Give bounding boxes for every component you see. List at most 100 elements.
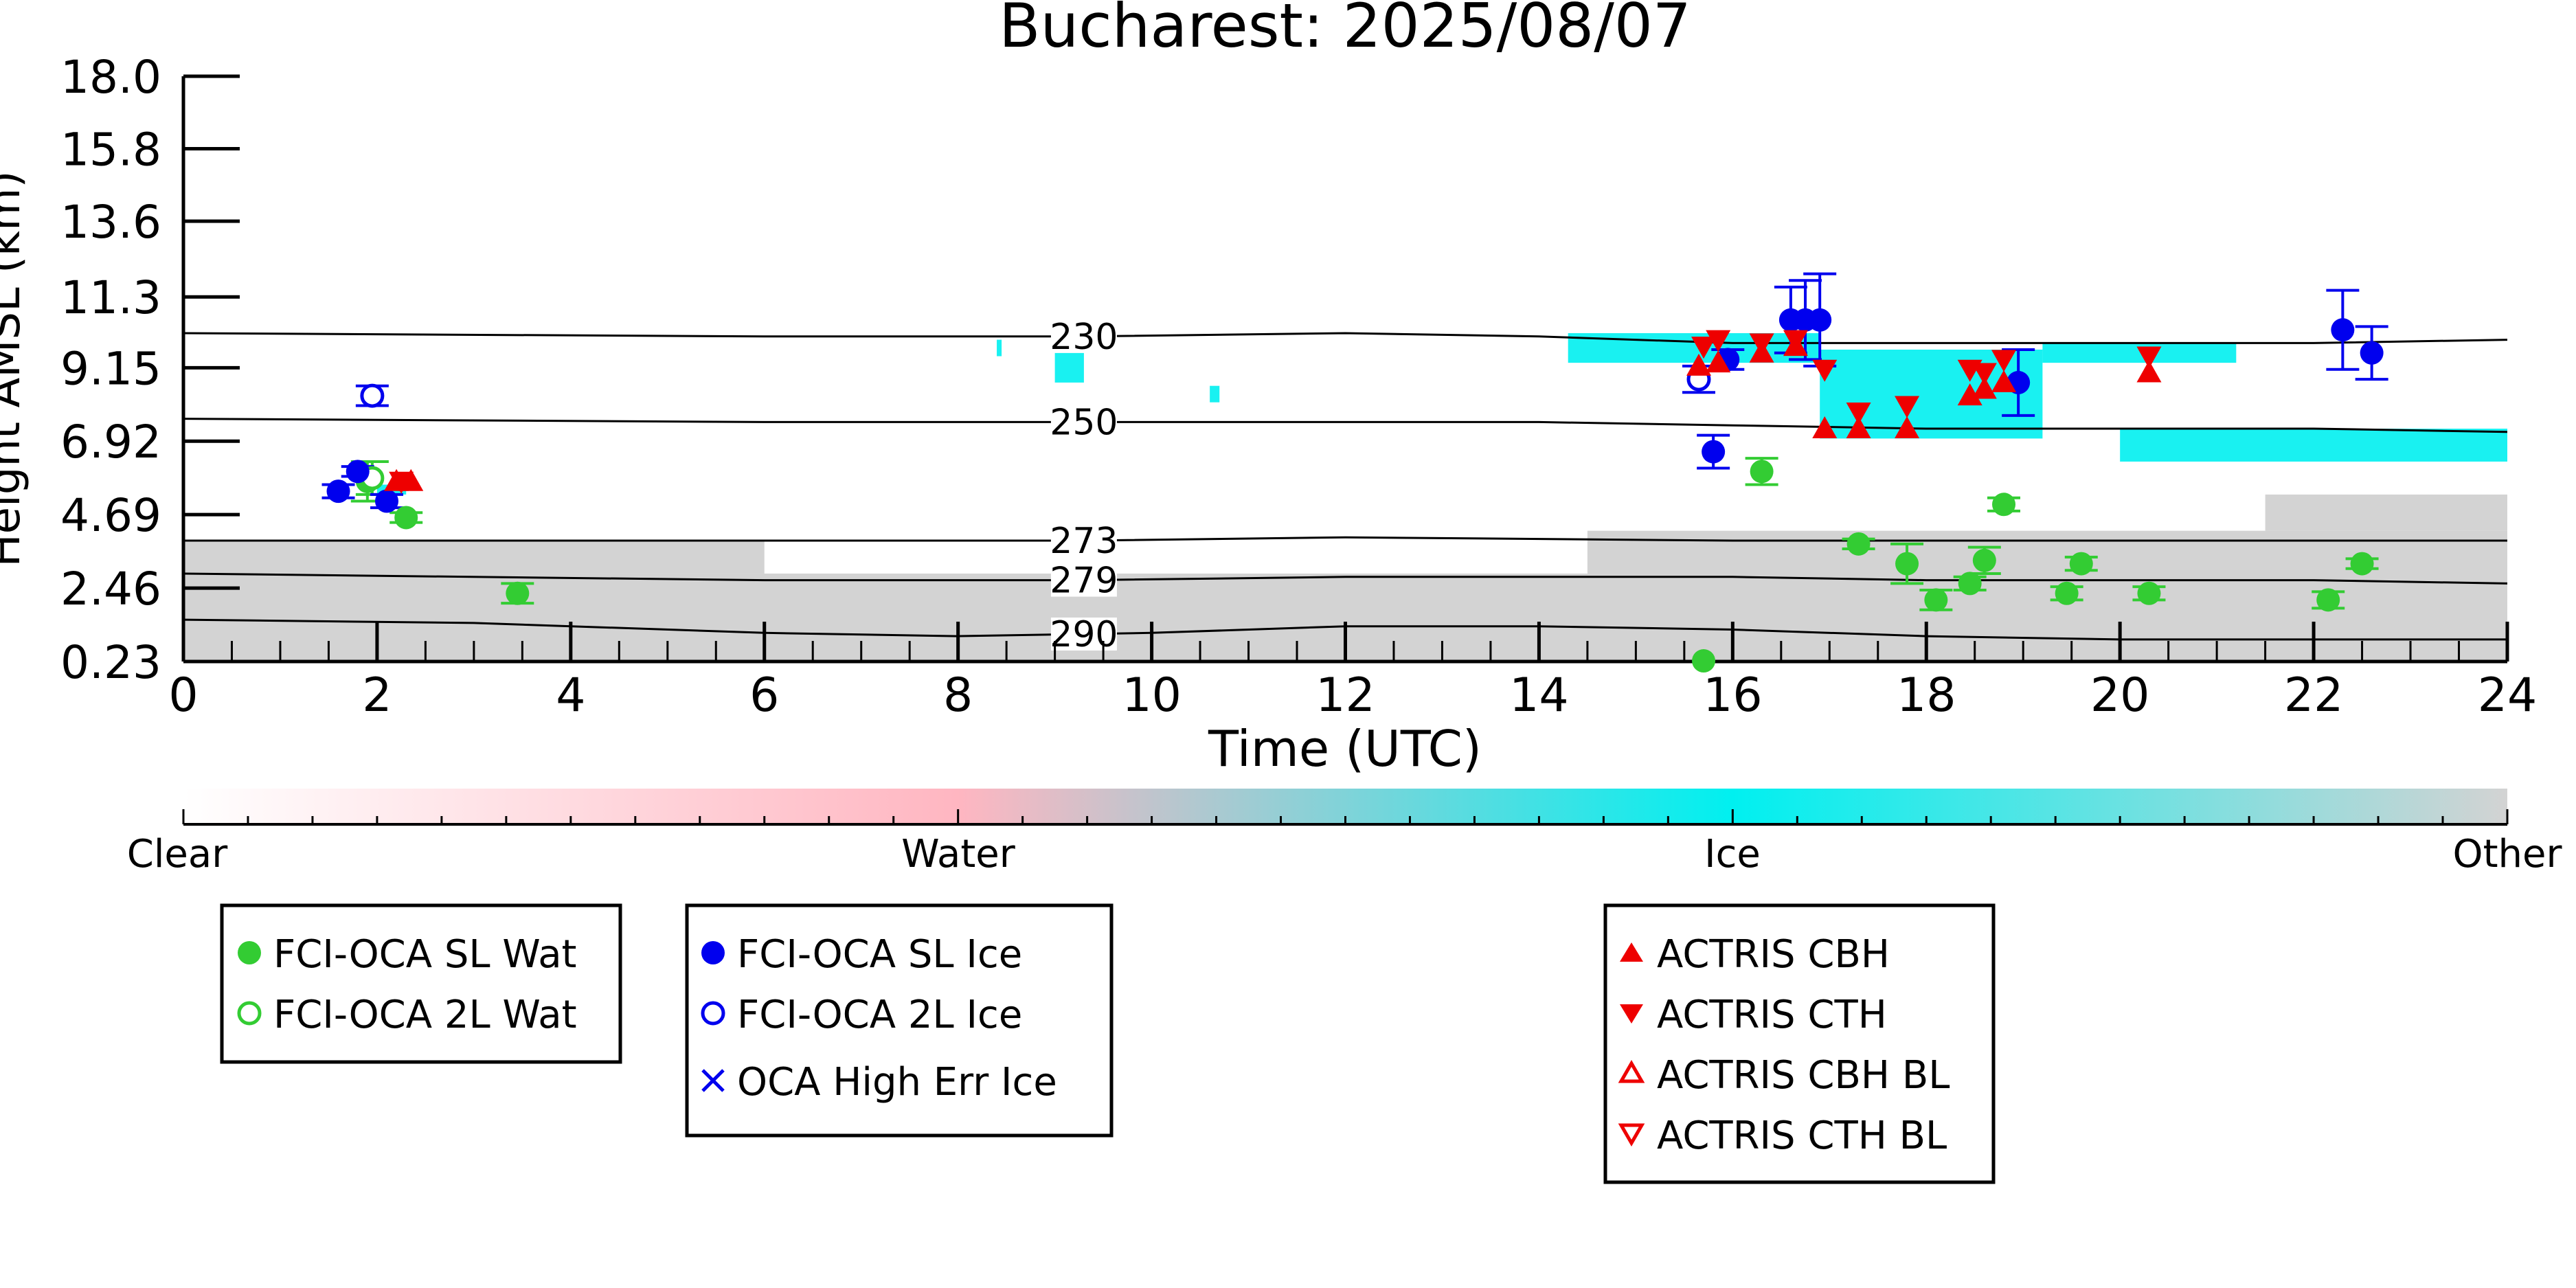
y-tick-label: 18.0	[60, 51, 161, 104]
isotherm-label-bg	[1050, 563, 1117, 597]
x-tick-label: 16	[1703, 668, 1763, 723]
marker-actris-cth	[1706, 330, 1731, 352]
legend-marker-cbh	[1620, 942, 1643, 962]
y-tick-label: 2.46	[60, 563, 161, 615]
y-ticks: 0.23 2.46 4.69 6.92 9.15 11.3 13.6 15.8 18.0	[60, 51, 240, 689]
y-tick-label: 0.23	[60, 636, 161, 689]
legend-marker-high-err-ice	[701, 1069, 725, 1092]
legend-label-high-err-ice: OCA High Err Ice	[737, 1060, 1057, 1105]
y-tick-label: 6.92	[60, 416, 161, 468]
other-cloud-region	[2265, 494, 2507, 531]
ice-cloud-region	[997, 339, 1002, 357]
isotherm-230	[183, 332, 2507, 344]
isotherm-273	[183, 536, 2507, 542]
marker-actris-cbh	[2136, 360, 2162, 383]
ice-cloud-region	[2042, 343, 2237, 363]
isotherm-250	[183, 418, 2507, 433]
marker-actris-cbh	[1706, 350, 1731, 373]
marker-actris-cth	[1691, 337, 1717, 359]
x-tick-label: 14	[1509, 668, 1569, 723]
legend-water: FCI-OCA SL Wat FCI-OCA 2L Wat	[220, 903, 622, 1064]
x-tick-label: 0	[168, 668, 198, 723]
legend-marker-sl-ice	[701, 941, 725, 964]
marker-fci-oca-sl-wat	[394, 506, 418, 530]
x-tick-label: 24	[2478, 668, 2538, 723]
x-tick-label: 6	[749, 668, 779, 723]
ice-cloud-region	[1820, 349, 2043, 439]
marker-actris-cth	[1895, 396, 1920, 418]
y-tick-label: 4.69	[60, 489, 161, 542]
marker-fci-oca-2l-ice	[360, 383, 385, 408]
isotherm-label: 250	[1050, 402, 1118, 443]
marker-actris-cbh	[1971, 376, 1997, 399]
marker-fci-oca-sl-ice	[1808, 308, 1832, 332]
y-tick-label: 11.3	[60, 271, 161, 324]
colorbar-ticks	[182, 809, 2509, 824]
legend-marker-sl-wat	[238, 941, 261, 964]
marker-fci-oca-sl-wat	[2350, 552, 2374, 576]
marker-actris-cth	[1991, 350, 2017, 372]
x-tick-label: 2	[362, 668, 392, 723]
legend-label-2l-ice: FCI-OCA 2L Ice	[737, 993, 1022, 1037]
legend-ice: FCI-OCA SL Ice FCI-OCA 2L Ice OCA High E…	[685, 903, 1114, 1138]
legend-marker-cth	[1620, 1004, 1643, 1024]
marker-fci-oca-sl-ice	[2331, 318, 2355, 342]
legend-marker-cbh-bl	[1618, 1059, 1645, 1083]
y-tick-label: 9.15	[60, 342, 161, 395]
marker-fci-oca-sl-wat	[1692, 649, 1716, 673]
marker-fci-oca-sl-wat	[1958, 572, 1982, 596]
marker-fci-oca-sl-wat	[1895, 552, 1919, 576]
plot-area	[183, 332, 2507, 662]
x-tick-label: 8	[943, 668, 973, 723]
marker-fci-oca-sl-ice	[2360, 341, 2384, 365]
isotherm-label: 230	[1050, 317, 1118, 358]
isotherm-label: 273	[1050, 521, 1118, 562]
x-tick-label: 18	[1897, 668, 1956, 723]
legend-label-cth-bl: ACTRIS CTH BL	[1657, 1114, 1947, 1158]
cloud-mask	[183, 332, 2507, 662]
colorbar: Clear Water Ice Other	[127, 789, 2562, 877]
marker-actris-cth	[1971, 363, 1997, 385]
marker-actris-cth	[1812, 359, 1838, 382]
y-tick-label: 13.6	[60, 196, 161, 249]
marker-actris-cth	[2136, 346, 2162, 369]
ice-cloud-region	[1054, 352, 1084, 383]
x-tick-label: 20	[2090, 668, 2150, 723]
marker-fci-oca-sl-wat	[506, 581, 530, 605]
colorbar-label-water: Water	[901, 832, 1016, 877]
marker-actris-cbh	[1846, 416, 1871, 439]
data-markers	[326, 308, 2384, 673]
colorbar-label-other: Other	[2452, 832, 2562, 877]
chart-title: Bucharest: 2025/08/07	[999, 0, 1691, 61]
legend-marker-cth-bl	[1618, 1123, 1645, 1147]
legend-label-cbh: ACTRIS CBH	[1657, 932, 1890, 977]
legend-label-sl-ice: FCI-OCA SL Ice	[737, 932, 1022, 977]
marker-fci-oca-sl-ice	[326, 479, 350, 504]
isotherm-label-bg	[1050, 524, 1117, 558]
x-ticks: 0 2 4 6 8 10 12 14 16 18 20 22 24	[168, 622, 2537, 723]
isotherm-lines	[183, 332, 2507, 641]
isotherm-label-bg	[1050, 617, 1117, 651]
legend-marker-2l-ice	[701, 1001, 725, 1026]
x-tick-label: 10	[1122, 668, 1182, 723]
marker-fci-oca-sl-wat	[2069, 552, 2093, 576]
isotherm-label: 290	[1050, 614, 1118, 655]
ice-cloud-region	[1210, 385, 1220, 403]
marker-actris-cth	[389, 471, 414, 494]
marker-fci-oca-sl-wat	[2316, 588, 2340, 612]
marker-fci-oca-sl-wat	[1924, 588, 1948, 612]
marker-fci-oca-sl-ice	[375, 489, 399, 513]
legend-label-cbh-bl: ACTRIS CBH BL	[1657, 1053, 1950, 1098]
marker-fci-oca-sl-wat	[1750, 460, 1774, 484]
isotherm-279	[183, 572, 2507, 585]
marker-fci-oca-sl-ice	[1702, 440, 1726, 464]
marker-actris-cbh	[1686, 353, 1711, 376]
marker-fci-oca-sl-wat	[1992, 493, 2016, 517]
y-tick-label: 15.8	[60, 123, 161, 176]
marker-actris-cbh	[1812, 416, 1838, 439]
legend-marker-2l-wat	[237, 1001, 262, 1026]
marker-fci-oca-sl-wat	[1846, 532, 1871, 556]
isotherm-290	[183, 618, 2507, 641]
